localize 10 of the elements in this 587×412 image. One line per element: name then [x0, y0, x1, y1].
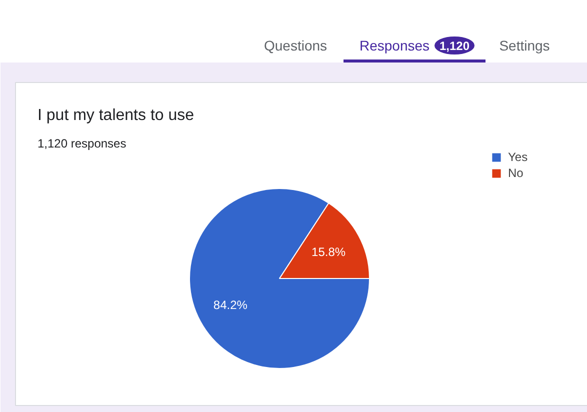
data-label: 84.2% [213, 298, 248, 312]
legend-label: Yes [508, 150, 528, 164]
text: Questions [264, 38, 328, 54]
text: Responses [359, 38, 430, 54]
data-label: 15.8% [312, 244, 346, 259]
chart-title: I put my talents to use [38, 107, 194, 124]
text: 1,120 [439, 39, 470, 53]
text: Settings [499, 38, 550, 54]
text: 1,120 responses [38, 136, 126, 150]
legend-label: No [508, 166, 524, 180]
